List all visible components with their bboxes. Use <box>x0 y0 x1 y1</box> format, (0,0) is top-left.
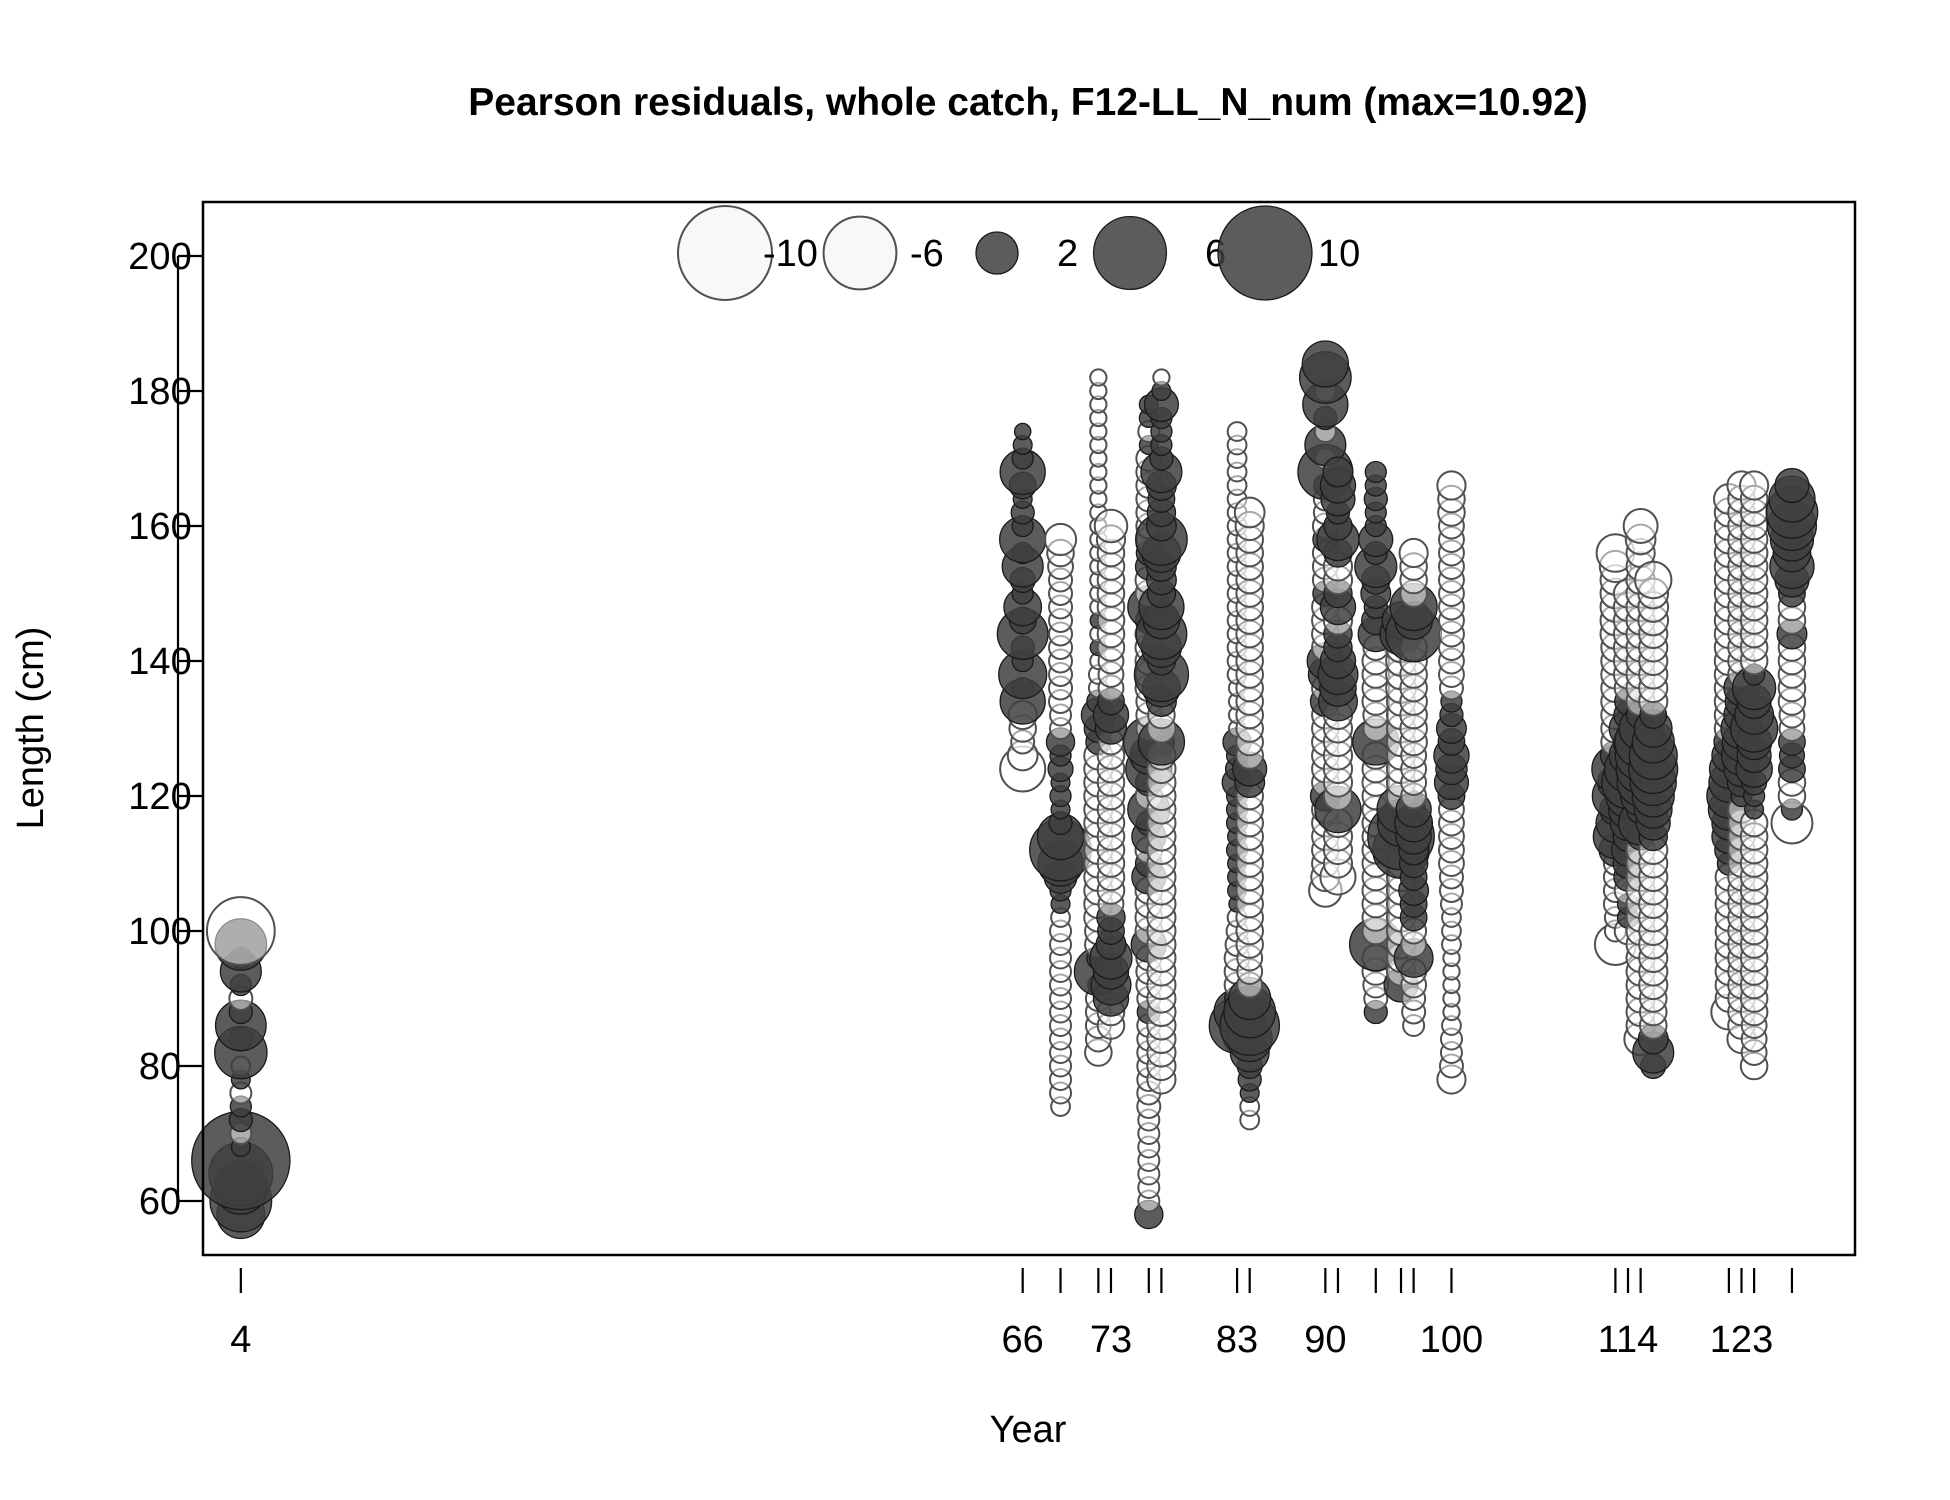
bubble-layer <box>191 340 1819 1240</box>
y-tick-label: 60 <box>139 1181 181 1223</box>
y-tick-label: 120 <box>128 776 191 818</box>
x-tick-label: 90 <box>1304 1319 1346 1361</box>
x-tick-label: 100 <box>1420 1319 1483 1361</box>
y-axis: 60 80 100 120 140 160 180 200 <box>128 236 203 1223</box>
legend-label: -10 <box>763 233 818 275</box>
residual-point <box>1152 368 1171 387</box>
legend-label: 2 <box>1057 233 1078 275</box>
legend-label: -6 <box>910 233 944 275</box>
x-tick-label: 4 <box>230 1319 251 1361</box>
residual-point <box>1233 496 1266 529</box>
residual-point <box>1089 368 1108 387</box>
x-tick-label: 73 <box>1090 1319 1132 1361</box>
y-tick-label: 160 <box>128 506 191 548</box>
chart-title: Pearson residuals, whole catch, F12-LL_N… <box>468 81 1588 124</box>
x-tick-label: 114 <box>1598 1319 1659 1361</box>
legend-bubble <box>677 205 773 301</box>
legend: -10 -6 2 6 10 <box>677 205 1360 301</box>
x-axis-label: Year <box>990 1409 1067 1451</box>
y-tick-label: 140 <box>128 641 191 683</box>
residual-point <box>1013 422 1032 441</box>
x-axis: 4 66 73 83 90 100 114 123 <box>230 1268 1794 1361</box>
legend-label: 10 <box>1318 233 1360 275</box>
residual-point <box>205 896 276 966</box>
x-tick-label: 83 <box>1216 1319 1258 1361</box>
y-tick-label: 80 <box>139 1046 181 1088</box>
residual-point <box>1634 560 1673 600</box>
residual-point <box>1398 537 1429 569</box>
plot-frame <box>201 200 1857 1257</box>
x-tick-label: 123 <box>1710 1319 1773 1361</box>
residual-point <box>1301 340 1350 388</box>
residual-point <box>1436 470 1467 501</box>
residual-point <box>1226 421 1248 442</box>
residual-point <box>1739 470 1770 501</box>
y-tick-label: 180 <box>128 371 191 413</box>
residual-point <box>1043 522 1078 557</box>
y-axis-label: Length (cm) <box>10 627 52 830</box>
residual-point <box>1322 456 1354 488</box>
legend-bubble <box>1092 215 1168 291</box>
residual-point <box>1622 508 1659 544</box>
legend-bubble <box>822 215 898 291</box>
residual-point <box>1364 460 1387 484</box>
residual-point <box>1774 467 1810 504</box>
y-tick-label: 100 <box>128 911 191 953</box>
residual-point <box>1093 508 1129 544</box>
x-tick-label: 66 <box>1002 1319 1044 1361</box>
y-tick-label: 200 <box>128 236 191 278</box>
legend-bubble <box>975 231 1019 275</box>
legend-bubble <box>1217 205 1313 301</box>
